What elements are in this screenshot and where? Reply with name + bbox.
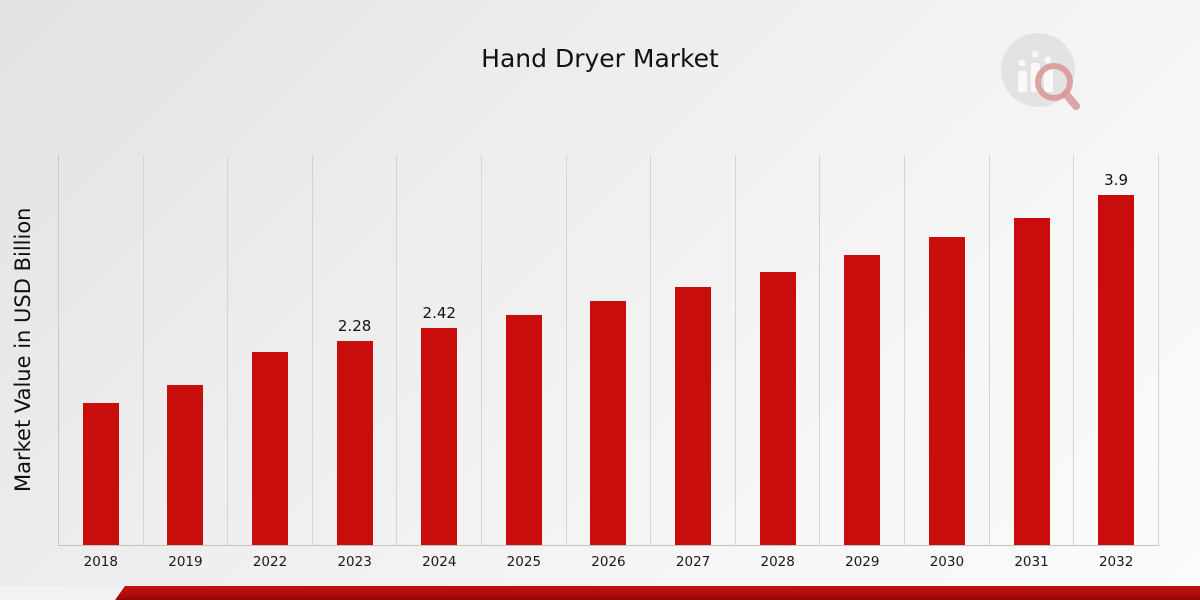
x-tick-label: 2030	[929, 554, 965, 570]
bar-cell: 2029	[820, 155, 906, 570]
x-tick-label: 2019	[168, 554, 203, 570]
bar-cell: 2019	[144, 155, 229, 570]
x-tick-label: 2027	[675, 554, 711, 570]
bar-value-label: 2.28	[337, 317, 372, 335]
x-tick-label: 2028	[760, 554, 795, 570]
bar-cell: 2031	[990, 155, 1075, 570]
bar-cell: 2022	[228, 155, 313, 570]
x-tick-label: 2026	[591, 554, 626, 570]
bar	[421, 328, 458, 545]
x-tick-label: 2018	[83, 554, 118, 570]
x-tick-label: 2022	[252, 554, 288, 570]
bar	[1098, 195, 1135, 545]
footer-stripe-notch	[0, 586, 125, 600]
x-tick-label: 2029	[845, 554, 880, 570]
bar-cell: 2028	[736, 155, 821, 570]
brand-logo-icon	[1001, 33, 1080, 110]
bar	[1013, 218, 1050, 545]
x-tick-label: 2023	[337, 554, 372, 570]
bar-cell: 3.9 2032	[1074, 155, 1159, 570]
bar-cell: 2018	[59, 155, 144, 570]
bar	[167, 385, 204, 545]
bar-cell: 2026	[567, 155, 652, 570]
bar	[928, 237, 965, 545]
bar	[82, 403, 119, 545]
bar-value-label: 3.9	[1104, 171, 1129, 189]
y-axis-label: Market Value in USD Billion	[11, 207, 35, 493]
bar	[252, 352, 289, 545]
bar	[590, 301, 627, 545]
x-tick-label: 2024	[422, 554, 457, 570]
chart-title: Hand Dryer Market	[481, 44, 719, 73]
bar-cell: 2.42 2024	[397, 155, 483, 570]
bar	[844, 255, 881, 545]
bar-cell: 2025	[482, 155, 567, 570]
bar	[336, 341, 373, 545]
x-tick-label: 2032	[1098, 554, 1134, 570]
x-tick-label: 2025	[506, 554, 542, 570]
bar	[505, 315, 542, 545]
bar-cell: 2030	[905, 155, 990, 570]
plot-area: 2018 2019 2022 2.28 2023 2.42 2024 2025 2026 2027…	[58, 155, 1159, 570]
bar-value-label: 2.42	[422, 304, 456, 322]
bar-cell: 2.28 2023	[313, 155, 398, 570]
bar	[759, 272, 796, 545]
x-tick-label: 2031	[1014, 554, 1049, 570]
bar	[675, 287, 712, 545]
bar-cell: 2027	[651, 155, 736, 570]
footer-stripe	[0, 586, 1200, 600]
